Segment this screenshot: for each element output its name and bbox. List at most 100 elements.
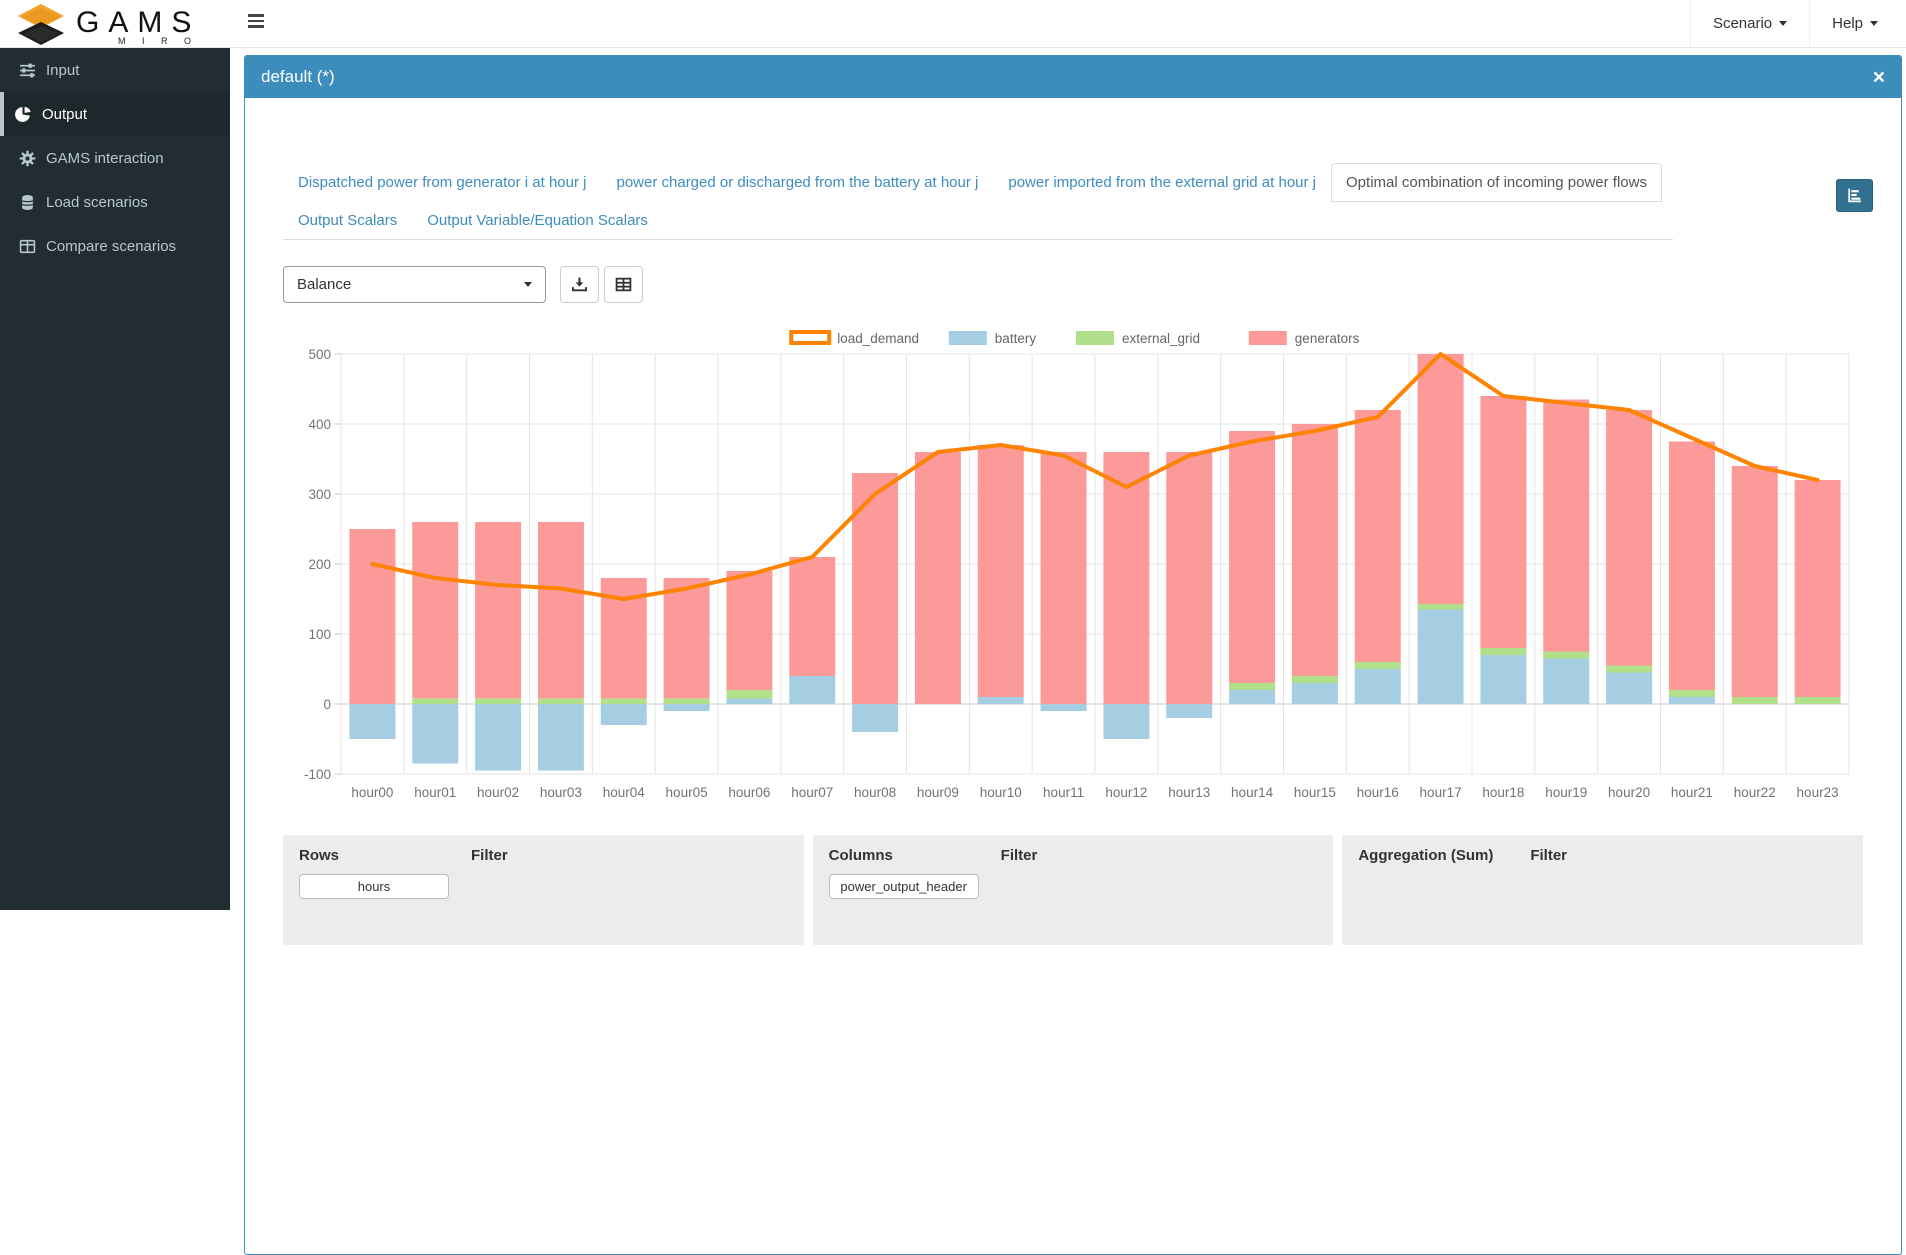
pie-chart-icon (15, 105, 33, 123)
generators-bar (1291, 424, 1338, 676)
external_grid-bar (1417, 603, 1464, 610)
scenario-menu-label: Scenario (1712, 15, 1773, 32)
battery-bar (1543, 658, 1590, 704)
scenario-panel-header: default (*) × (245, 56, 1901, 98)
external_grid-bar (412, 698, 459, 704)
view-select-value: Balance (297, 276, 352, 293)
sidebar-item-output[interactable]: Output (0, 92, 230, 136)
svg-text:battery: battery (995, 331, 1037, 346)
svg-text:hour19: hour19 (1545, 785, 1587, 800)
table-icon (615, 277, 632, 292)
svg-text:500: 500 (308, 347, 331, 362)
generators-bar (1229, 431, 1276, 683)
pivot-aggregation-filter-header: Filter (1530, 847, 1568, 864)
sidebar-item-label: Input (46, 61, 80, 79)
tab-output-variable-equation-scalars[interactable]: Output Variable/Equation Scalars (427, 212, 648, 229)
bar-chart-icon (1848, 188, 1861, 203)
gams-diamond-icon (18, 4, 64, 45)
tab-battery-power[interactable]: power charged or discharged from the bat… (616, 174, 979, 191)
external_grid-bar (1606, 665, 1653, 673)
pivot-pill-power-output-header[interactable]: power_output_header (828, 874, 979, 899)
sidebar-item-input[interactable]: Input (0, 48, 230, 92)
external_grid-bar (1731, 697, 1778, 704)
svg-text:hour13: hour13 (1168, 785, 1210, 800)
external_grid-bar (1794, 697, 1841, 704)
tab-dispatched-power[interactable]: Dispatched power from generator i at hou… (298, 174, 587, 191)
pivot-columns-box: Columns Filter power_output_header (812, 835, 1334, 945)
generators-bar (1040, 452, 1087, 704)
generators-bar (1731, 466, 1778, 697)
pivot-pill-hours[interactable]: hours (299, 874, 449, 899)
battery-bar (977, 697, 1024, 704)
table-view-button[interactable] (604, 266, 643, 303)
generators-bar (412, 522, 459, 699)
battery-bar (852, 704, 899, 732)
generators-bar (537, 522, 584, 699)
battery-bar (475, 704, 522, 771)
pivot-rows-box: Rows Filter hours (283, 835, 804, 945)
database-icon (19, 193, 37, 211)
svg-text:300: 300 (308, 487, 331, 502)
svg-text:hour10: hour10 (980, 785, 1022, 800)
sidebar-item-label: Compare scenarios (46, 237, 177, 255)
tab-output-scalars[interactable]: Output Scalars (298, 212, 398, 229)
table-icon (19, 237, 37, 255)
generators-bar (914, 452, 961, 704)
chart-svg: -100 0 100 200 300 400 500 hour00 hour01 hour02 ho… (304, 330, 1850, 800)
generators-bar (789, 557, 836, 676)
scenario-title: default (*) (261, 67, 335, 86)
gear-icon (19, 149, 37, 167)
svg-text:hour08: hour08 (854, 785, 896, 800)
chart-legend: load_demand battery external_grid generator… (789, 330, 1360, 346)
gams-miro-logo: GAMS M I R O (0, 0, 230, 48)
svg-text:hour06: hour06 (728, 785, 770, 800)
external_grid-bar (600, 698, 647, 704)
battery-bar (537, 704, 584, 771)
tab-optimal-combination[interactable]: Optimal combination of incoming power fl… (1331, 163, 1662, 202)
sidebar-item-compare-scenarios[interactable]: Compare scenarios (0, 224, 230, 268)
chevron-down-icon (1870, 21, 1878, 26)
svg-text:external_grid: external_grid (1122, 331, 1200, 346)
close-icon[interactable]: × (1872, 65, 1885, 89)
svg-text:hour16: hour16 (1357, 785, 1399, 800)
balance-chart: -100 0 100 200 300 400 500 hour00 hour01 hour02 ho… (283, 330, 1863, 813)
sidebar-item-load-scenarios[interactable]: Load scenarios (0, 180, 230, 224)
battery-bar (1606, 672, 1653, 704)
svg-text:hour03: hour03 (540, 785, 582, 800)
svg-text:hour04: hour04 (603, 785, 646, 800)
pivot-controls: Rows Filter hours Columns Filter power_o… (283, 835, 1864, 945)
svg-text:hour18: hour18 (1482, 785, 1524, 800)
download-button[interactable] (560, 266, 599, 303)
svg-text:hour09: hour09 (917, 785, 959, 800)
external_grid-bar (663, 698, 710, 704)
sidebar-toggle-icon[interactable] (248, 14, 266, 34)
help-menu[interactable]: Help (1809, 0, 1900, 47)
svg-text:load_demand: load_demand (837, 331, 919, 346)
battery-bar (1354, 669, 1401, 704)
main-content: default (*) × Dispatched power from gene… (230, 48, 1906, 1255)
svg-text:hour17: hour17 (1420, 785, 1462, 800)
external_grid-bar (1291, 676, 1338, 683)
external_grid-bar (1543, 651, 1590, 659)
svg-text:hour01: hour01 (414, 785, 456, 800)
sidebar-item-gams-interaction[interactable]: GAMS interaction (0, 136, 230, 180)
battery-bar (1229, 690, 1276, 704)
scenario-menu[interactable]: Scenario (1689, 0, 1809, 47)
svg-text:hour12: hour12 (1105, 785, 1147, 800)
svg-text:0: 0 (323, 697, 331, 712)
generators-bar (1794, 480, 1841, 697)
tab-external-grid-power[interactable]: power imported from the external grid at… (1008, 174, 1317, 191)
pivot-rows-filter-header: Filter (471, 847, 508, 864)
battery-bar (1291, 683, 1338, 704)
brand-subtitle: M I R O (118, 36, 198, 46)
battery-bar (726, 698, 773, 704)
chart-view-toggle-button[interactable] (1836, 179, 1873, 212)
generators-bar (663, 578, 710, 699)
help-menu-label: Help (1832, 15, 1863, 32)
view-select[interactable]: Balance (283, 266, 546, 303)
battery-bar (1040, 704, 1087, 711)
battery-bar (1166, 704, 1213, 718)
svg-text:400: 400 (308, 417, 331, 432)
svg-text:generators: generators (1295, 331, 1360, 346)
svg-text:200: 200 (308, 557, 331, 572)
